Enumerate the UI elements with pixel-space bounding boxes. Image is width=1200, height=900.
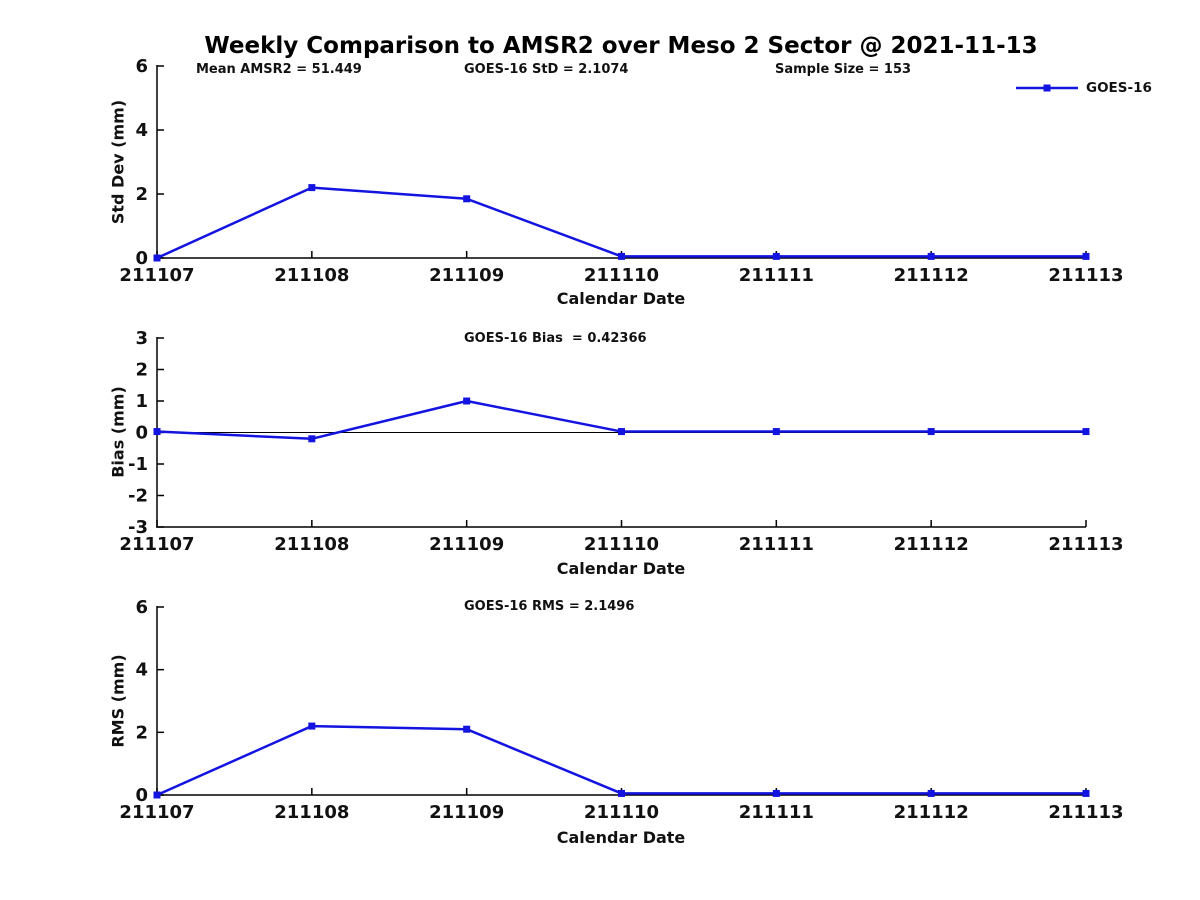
legend: GOES-16 [1016, 80, 1152, 96]
x-tick-label: 211110 [584, 265, 659, 286]
x-tick-label: 211109 [429, 802, 504, 823]
y-tick-label: -2 [128, 486, 148, 507]
data-point-marker [1082, 428, 1090, 436]
data-line [156, 724, 1086, 797]
x-tick-label: 211108 [274, 534, 349, 555]
y-tick-label: 6 [135, 56, 148, 77]
annotation-mean-amsr2: Mean AMSR2 = 51.449 [196, 62, 362, 77]
y-tick-label: 0 [135, 248, 148, 269]
y-tick-label: 6 [135, 597, 148, 618]
y-tick-label: 3 [135, 328, 148, 349]
data-point-marker [153, 254, 161, 262]
x-tick-label: 211112 [894, 265, 969, 286]
annotation-goes-std: GOES-16 StD = 2.1074 [464, 62, 629, 77]
x-tick-label: 211108 [274, 265, 349, 286]
y-tick-label: 1 [135, 391, 148, 412]
y-tick-label: 2 [135, 722, 148, 743]
data-point-marker [618, 252, 625, 260]
y-tick-label: 2 [135, 360, 148, 381]
x-tick-label: 211113 [1048, 802, 1123, 823]
y-tick-label: -1 [128, 454, 148, 475]
x-tick-label: 211110 [584, 534, 659, 555]
data-point-marker [308, 722, 316, 730]
x-tick-label: 211108 [274, 802, 349, 823]
data-point-marker [1082, 252, 1090, 260]
x-axis-label-middle: Calendar Date [556, 559, 686, 578]
data-point-marker [772, 789, 780, 797]
data-point-marker [618, 428, 625, 436]
x-tick-label: 211111 [739, 265, 814, 286]
data-point-marker [772, 428, 780, 436]
x-tick-label: 211109 [429, 265, 504, 286]
data-point-marker [463, 725, 471, 733]
data-point-marker [153, 428, 161, 436]
x-tick-label: 211112 [894, 802, 969, 823]
annotation-goes-rms: GOES-16 RMS = 2.1496 [464, 599, 635, 614]
data-point-marker [308, 184, 316, 192]
x-tick-label: 211109 [429, 534, 504, 555]
x-tick-label: 211107 [119, 265, 194, 286]
x-axis-label-top: Calendar Date [556, 289, 686, 308]
y-tick-label: -3 [128, 517, 148, 538]
x-axis-label-bottom: Calendar Date [556, 828, 686, 847]
annotation-sample-size: Sample Size = 153 [775, 62, 912, 77]
x-tick-label: 211112 [894, 534, 969, 555]
annotation-goes-bias: GOES-16 Bias = 0.42366 [464, 331, 647, 346]
y-tick-label: 2 [135, 184, 148, 205]
data-point-marker [772, 252, 780, 260]
x-tick-label: 211111 [739, 802, 814, 823]
data-point-marker [1082, 789, 1090, 797]
y-tick-label: 4 [135, 660, 148, 681]
x-tick-label: 211110 [584, 802, 659, 823]
data-point-marker [618, 789, 625, 797]
x-tick-label: 211111 [739, 534, 814, 555]
x-tick-label: 211107 [119, 802, 194, 823]
data-point-marker [308, 435, 316, 443]
data-point-marker [463, 397, 471, 405]
legend-label: GOES-16 [1086, 80, 1152, 96]
data-point-marker [927, 789, 935, 797]
y-tick-label: 4 [135, 120, 148, 141]
data-point-marker [463, 195, 471, 203]
legend-line-icon [1016, 84, 1078, 92]
y-tick-label: 0 [135, 423, 148, 444]
figure-title: Weekly Comparison to AMSR2 over Meso 2 S… [204, 33, 1038, 59]
x-tick-label: 211113 [1048, 534, 1123, 555]
data-point-marker [927, 428, 935, 436]
data-line [156, 186, 1086, 260]
data-point-marker [153, 791, 161, 799]
x-tick-label: 211113 [1048, 265, 1123, 286]
x-tick-label: 211107 [119, 534, 194, 555]
data-point-marker [927, 252, 935, 260]
y-tick-label: 0 [135, 785, 148, 806]
